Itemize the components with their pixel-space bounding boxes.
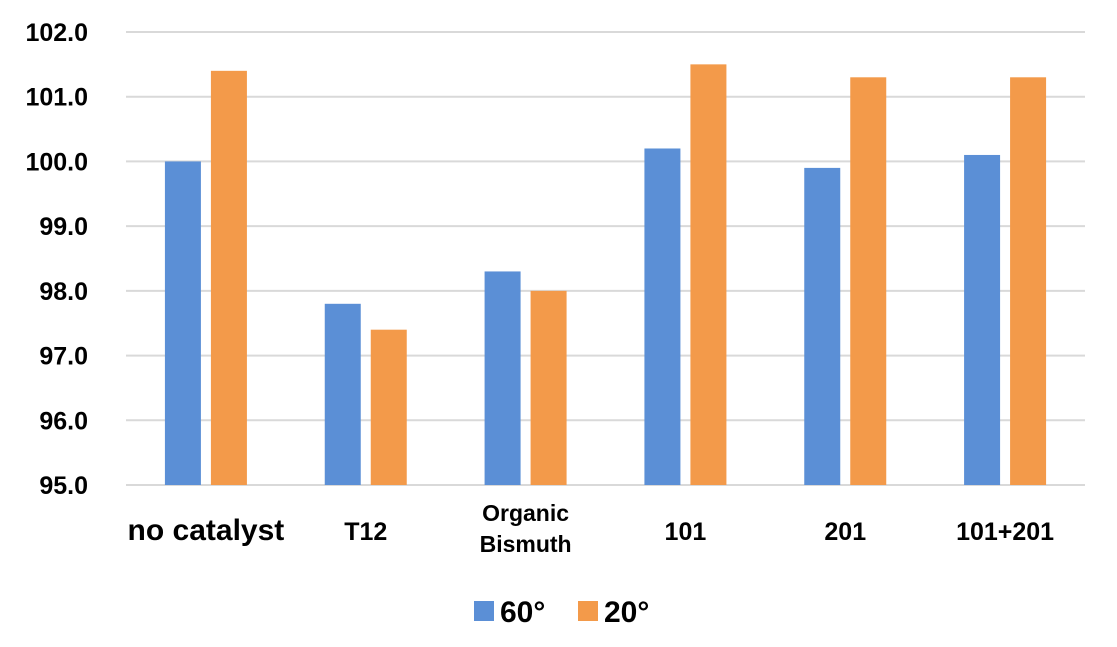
x-category-label: Organic Bismuth [480,500,572,557]
legend: 60° 20° [474,596,649,629]
bar-series-1 [804,167,841,485]
y-tick-label: 102.0 [25,19,88,47]
bar-series-1 [964,154,1001,485]
bar-series-1 [164,161,201,485]
bar-series-2 [850,77,887,486]
legend-swatch [474,601,494,621]
x-category-text: Bismuth [480,531,572,557]
y-axis-ticks: 95.0 96.0 97.0 98.0 99.0 100.0 101.0 102.0 [25,19,88,500]
x-category-label: 101+201 [956,518,1054,546]
y-tick-label: 101.0 [25,84,88,112]
x-category-text: 101+201 [956,518,1054,546]
y-tick-label: 99.0 [39,213,88,241]
bar-series-2 [210,70,247,485]
bar-series-1 [324,303,361,485]
legend-label: 60° [500,596,545,629]
x-category-text: Organic [482,500,569,526]
x-category-label: 101 [665,518,707,546]
x-axis-labels: no catalyst T12 Organic Bismuth 101 201 101+20… [128,500,1055,557]
y-tick-label: 97.0 [39,343,88,371]
x-category-label: no catalyst [128,514,285,547]
bar-series-2 [1010,77,1047,486]
bar-series-2 [690,64,727,485]
bars [164,64,1047,486]
legend-label: 20° [604,596,649,629]
y-tick-label: 98.0 [39,278,88,306]
bar-series-2 [530,290,567,485]
x-category-label: 201 [824,518,866,546]
bar-series-1 [644,148,681,485]
legend-swatch [578,601,598,621]
x-category-text: T12 [344,518,387,546]
y-tick-label: 96.0 [39,407,88,435]
bar-series-1 [484,271,521,485]
y-tick-label: 95.0 [39,472,88,500]
bar-series-2 [370,329,407,485]
x-category-text: 201 [824,518,866,546]
gridlines [126,31,1085,486]
y-tick-label: 100.0 [25,148,88,176]
x-category-text: 101 [665,518,707,546]
x-category-label: T12 [344,518,387,546]
x-category-text: no catalyst [128,514,285,547]
